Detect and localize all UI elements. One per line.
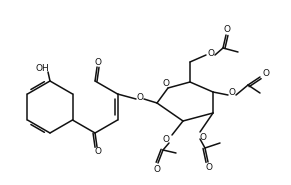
Text: O: O <box>153 164 161 174</box>
Text: O: O <box>207 48 214 58</box>
Text: O: O <box>228 88 235 97</box>
Text: O: O <box>95 147 102 157</box>
Text: O: O <box>162 135 169 144</box>
Text: O: O <box>262 68 269 78</box>
Text: O: O <box>200 132 207 142</box>
Text: O: O <box>223 24 230 33</box>
Text: O: O <box>162 78 169 88</box>
Text: O: O <box>136 92 143 102</box>
Text: O: O <box>95 58 102 66</box>
Text: OH: OH <box>35 63 49 73</box>
Text: O: O <box>205 164 212 172</box>
